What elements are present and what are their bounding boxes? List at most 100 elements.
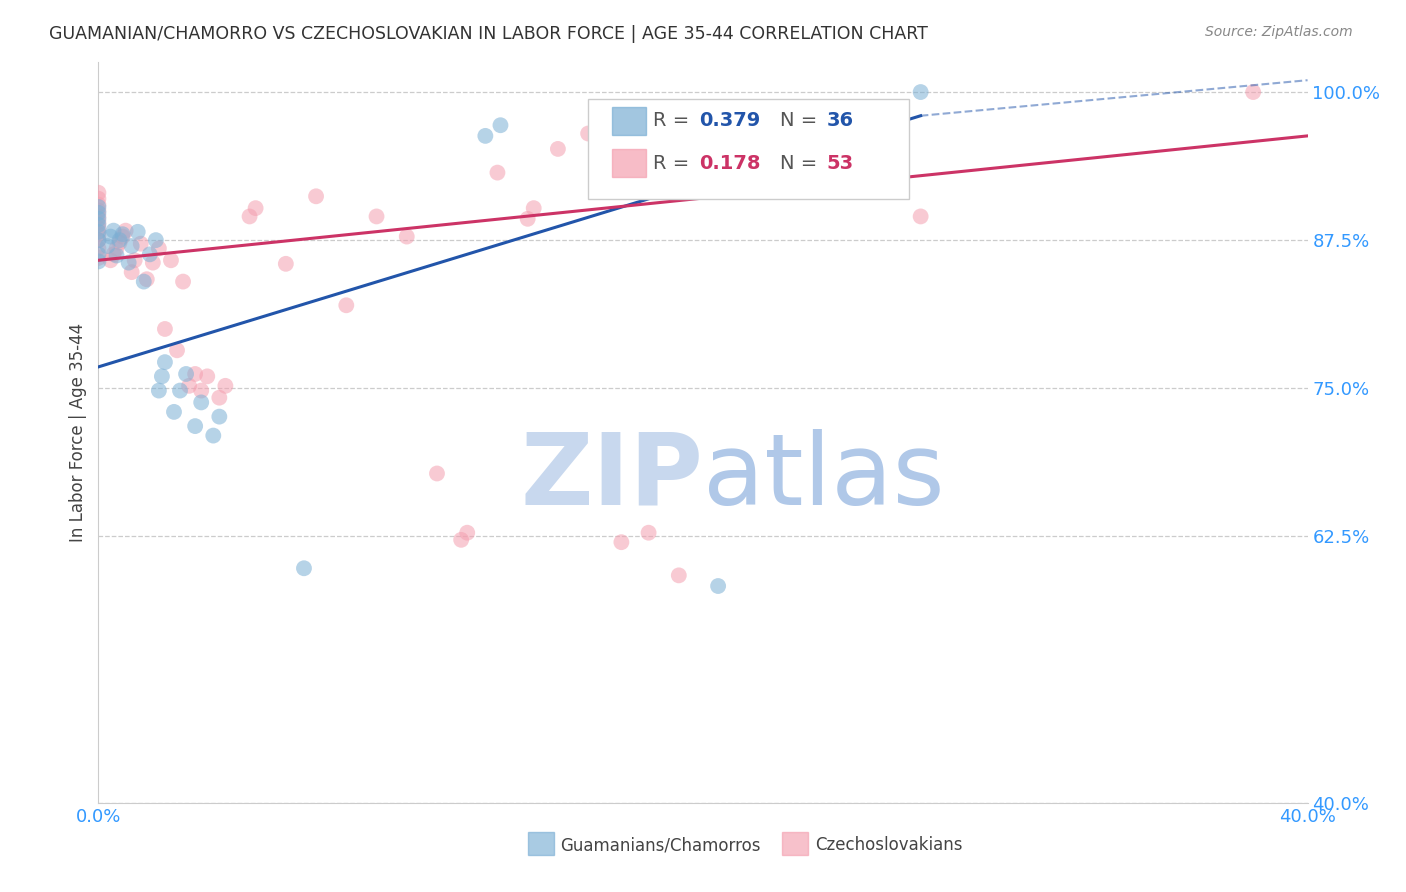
Point — [208, 409, 231, 424]
Text: ZIP: ZIP — [520, 428, 703, 525]
Point — [610, 535, 633, 549]
Point — [292, 561, 315, 575]
Point — [184, 419, 207, 434]
Bar — [613, 149, 647, 178]
Point — [105, 241, 128, 255]
Point — [142, 255, 165, 269]
Point — [486, 166, 509, 180]
Text: 36: 36 — [827, 112, 853, 130]
Point — [87, 210, 110, 224]
Point — [174, 367, 197, 381]
Point — [87, 215, 110, 229]
Point — [121, 239, 143, 253]
Point — [179, 379, 201, 393]
Point — [150, 369, 173, 384]
Bar — [613, 107, 647, 135]
Point — [87, 211, 110, 226]
Point — [523, 201, 546, 215]
Point — [489, 118, 512, 132]
Point — [195, 369, 218, 384]
Point — [87, 225, 110, 239]
Point — [274, 257, 297, 271]
Point — [111, 227, 134, 242]
Point — [637, 525, 659, 540]
Point — [160, 253, 183, 268]
Y-axis label: In Labor Force | Age 35-44: In Labor Force | Age 35-44 — [69, 323, 87, 542]
Point — [103, 224, 125, 238]
Point — [87, 251, 110, 265]
Point — [153, 322, 176, 336]
Point — [121, 265, 143, 279]
Point — [910, 210, 932, 224]
Point — [169, 384, 191, 398]
Point — [87, 241, 110, 255]
Point — [335, 298, 357, 312]
Point — [163, 405, 186, 419]
Point — [595, 153, 617, 167]
Point — [1241, 85, 1264, 99]
Point — [135, 272, 157, 286]
Point — [202, 428, 225, 442]
Text: 0.379: 0.379 — [699, 112, 761, 130]
Point — [87, 200, 110, 214]
Point — [547, 142, 569, 156]
Point — [87, 221, 110, 235]
Point — [87, 218, 110, 232]
Bar — [782, 832, 808, 855]
Point — [87, 197, 110, 211]
Point — [576, 127, 599, 141]
Text: 53: 53 — [827, 153, 853, 173]
Point — [214, 379, 236, 393]
Point — [87, 247, 110, 261]
Point — [118, 255, 141, 269]
FancyBboxPatch shape — [588, 99, 908, 200]
Text: Czechoslovakians: Czechoslovakians — [815, 836, 963, 854]
Point — [87, 186, 110, 200]
Point — [87, 254, 110, 268]
Text: R =: R = — [654, 112, 696, 130]
Point — [108, 233, 131, 247]
Point — [87, 203, 110, 218]
Text: Guamanians/Chamorros: Guamanians/Chamorros — [561, 836, 761, 854]
Point — [474, 128, 496, 143]
Point — [87, 233, 110, 247]
Point — [153, 355, 176, 369]
Point — [456, 525, 478, 540]
Point — [103, 247, 125, 261]
Point — [190, 384, 212, 398]
Point — [190, 395, 212, 409]
Point — [127, 225, 149, 239]
Point — [108, 235, 131, 250]
Point — [166, 343, 188, 358]
Point — [124, 253, 146, 268]
Point — [395, 229, 418, 244]
Point — [129, 236, 152, 251]
Text: N =: N = — [780, 112, 824, 130]
Point — [87, 227, 110, 242]
Point — [668, 568, 690, 582]
Point — [87, 233, 110, 247]
Point — [516, 211, 538, 226]
Text: atlas: atlas — [703, 428, 945, 525]
Text: R =: R = — [654, 153, 696, 173]
Point — [245, 201, 267, 215]
Point — [87, 206, 110, 220]
Point — [910, 85, 932, 99]
Point — [96, 239, 118, 253]
Text: 0.178: 0.178 — [699, 153, 761, 173]
Point — [366, 210, 388, 224]
Point — [100, 229, 122, 244]
Point — [132, 275, 155, 289]
Text: GUAMANIAN/CHAMORRO VS CZECHOSLOVAKIAN IN LABOR FORCE | AGE 35-44 CORRELATION CHA: GUAMANIAN/CHAMORRO VS CZECHOSLOVAKIAN IN… — [49, 25, 928, 43]
Bar — [527, 832, 554, 855]
Point — [450, 533, 472, 547]
Text: N =: N = — [780, 153, 824, 173]
Point — [148, 241, 170, 255]
Point — [707, 579, 730, 593]
Point — [145, 233, 167, 247]
Point — [305, 189, 328, 203]
Point — [184, 367, 207, 381]
Point — [172, 275, 194, 289]
Point — [426, 467, 449, 481]
Point — [148, 384, 170, 398]
